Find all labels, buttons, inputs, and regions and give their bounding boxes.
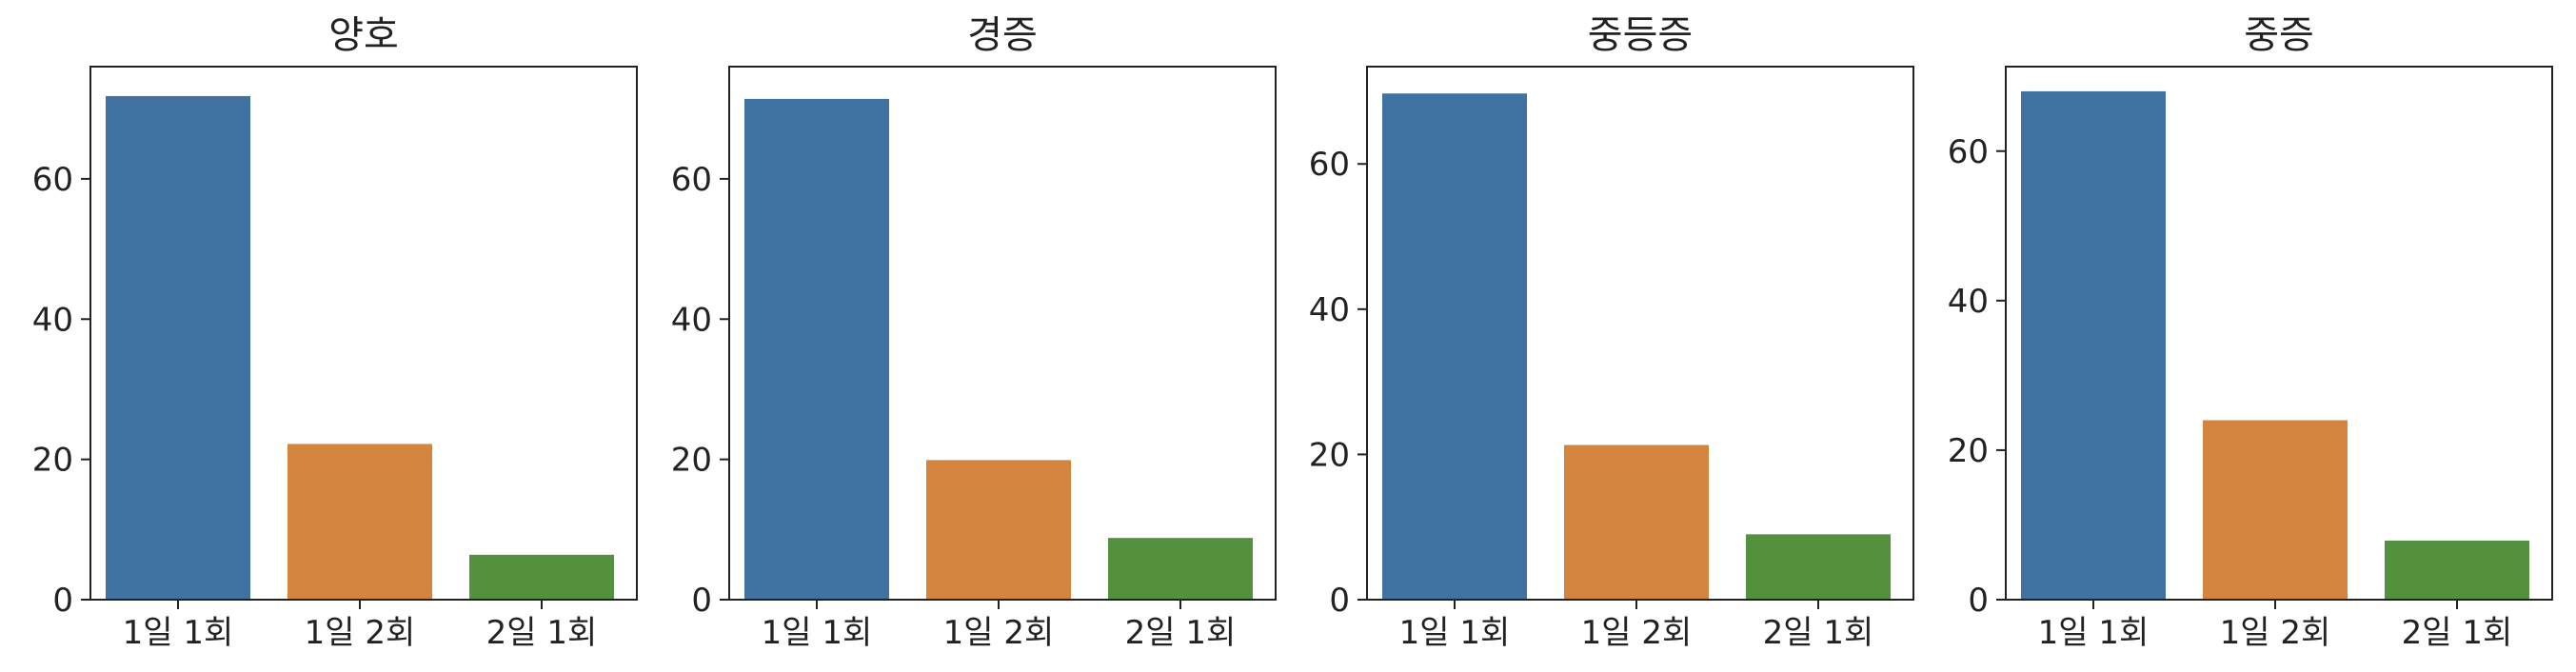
chart-panel-2: 경증 0 20 40 60 1일 1회 1일 2회 2일 1회 [671,13,1277,652]
y-tick-label: 60 [1309,146,1350,184]
bar-3 [1746,534,1891,600]
bar-3 [2385,540,2529,600]
y-tick-label: 0 [691,582,712,620]
y-tick-label: 0 [1329,582,1350,620]
x-tick-label: 2일 1회 [2402,614,2513,652]
bar-3 [469,554,614,600]
bar-1 [106,95,250,600]
plot-frame [2005,66,2553,601]
bar-3 [1108,538,1253,600]
y-tick-label: 40 [1948,283,1989,321]
plot-frame [728,66,1277,601]
panel-title: 중등증 [1588,13,1693,57]
bar-2 [2203,420,2348,600]
x-tick-label: 1일 2회 [1581,614,1693,652]
chart-panel-3: 중등증 0 20 40 60 1일 1회 1일 2회 2일 1회 [1309,13,1914,652]
x-tick-label: 1일 1회 [1399,614,1511,652]
bar-2 [926,460,1071,600]
chart-panel-4: 중증 0 20 40 60 1일 1회 1일 2회 2일 1회 [1948,13,2553,652]
y-tick-label: 60 [32,161,73,199]
bar-1 [2021,90,2166,601]
x-tick-label: 1일 2회 [2220,614,2331,652]
y-tick-label: 20 [32,442,73,480]
x-tick-label: 1일 2회 [943,614,1055,652]
y-tick-label: 60 [1948,133,1989,171]
y-tick-label: 40 [671,301,712,339]
x-tick-label: 1일 1회 [123,614,234,652]
x-tick-label: 1일 2회 [305,614,416,652]
x-tick-label: 2일 1회 [1125,614,1237,652]
y-tick-label: 0 [52,582,73,620]
y-tick-label: 0 [1968,582,1989,620]
bar-1 [744,98,889,601]
panel-title: 중증 [2244,13,2314,57]
bar-2 [1564,445,1709,600]
x-tick-label: 1일 1회 [2038,614,2150,652]
x-tick-label: 2일 1회 [1763,614,1874,652]
bar-1 [1382,93,1527,600]
bar-2 [287,444,432,600]
x-tick-label: 1일 1회 [762,614,873,652]
plot-frame [1366,66,1914,601]
y-tick-label: 20 [671,442,712,480]
panel-title: 양호 [328,13,399,57]
plot-frame [89,66,638,601]
y-tick-label: 60 [671,161,712,199]
y-tick-label: 40 [1309,291,1350,329]
panel-title: 경증 [967,13,1038,57]
y-tick-label: 40 [32,301,73,339]
chart-panel-1: 양호 0 20 40 60 1일 1회 1일 2회 2일 1회 [32,13,638,652]
y-tick-label: 20 [1948,432,1989,470]
x-tick-label: 2일 1회 [486,614,598,652]
y-tick-label: 20 [1309,436,1350,474]
